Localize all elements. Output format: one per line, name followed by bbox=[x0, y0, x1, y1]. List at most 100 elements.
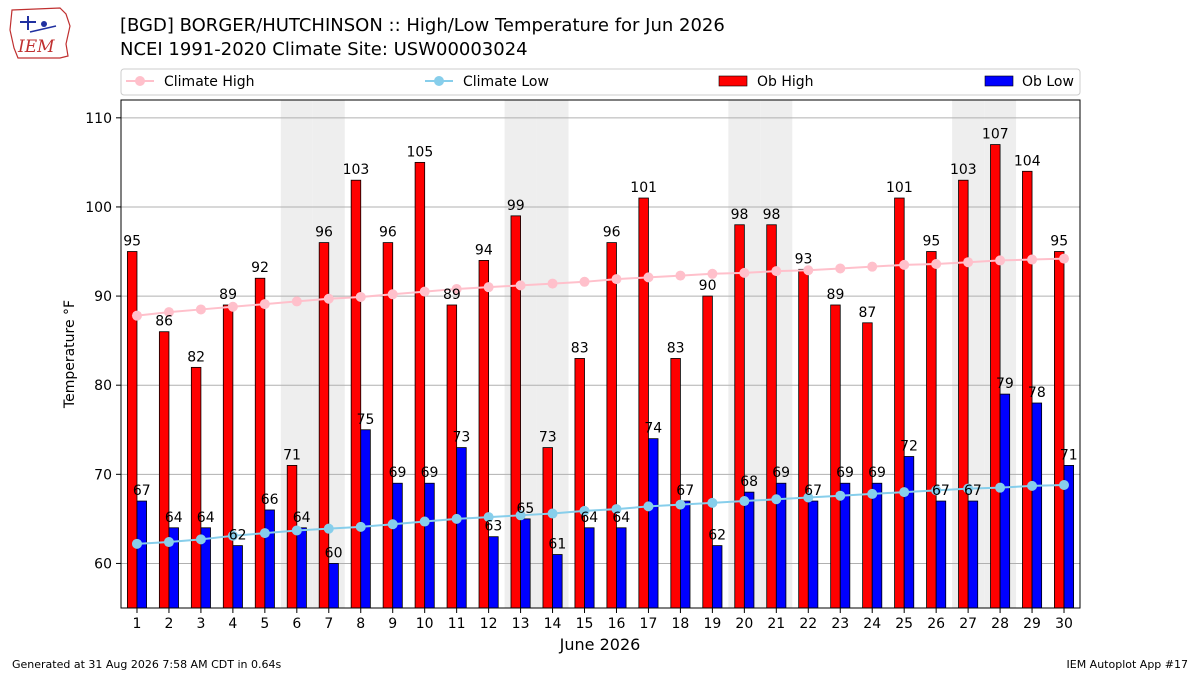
climate-high-point-15 bbox=[579, 276, 590, 287]
ob-low-label-27: 67 bbox=[964, 483, 982, 499]
climate-high-point-9 bbox=[387, 289, 398, 300]
x-tick-label-20: 20 bbox=[735, 616, 753, 632]
ob-high-bar-30 bbox=[1054, 251, 1065, 609]
ob-low-label-11: 73 bbox=[453, 430, 471, 446]
ob-high-bar-17 bbox=[638, 197, 649, 609]
climate-high-point-24 bbox=[867, 261, 878, 272]
ob-high-label-13: 99 bbox=[507, 198, 525, 214]
ob-high-label-23: 89 bbox=[827, 287, 845, 303]
climate-low-point-13 bbox=[515, 510, 526, 521]
ob-high-bar-22 bbox=[798, 268, 809, 609]
climate-high-point-12 bbox=[483, 282, 494, 293]
ob-high-label-11: 89 bbox=[443, 287, 461, 303]
climate-high-point-13 bbox=[515, 280, 526, 291]
climate-low-point-9 bbox=[387, 519, 398, 530]
x-tick-label-28: 28 bbox=[991, 616, 1009, 632]
x-tick-label-13: 13 bbox=[512, 616, 530, 632]
x-tick-label-29: 29 bbox=[1023, 616, 1041, 632]
ob-high-bar-1 bbox=[126, 251, 138, 609]
x-tick-label-8: 8 bbox=[356, 616, 365, 632]
x-tick-label-7: 7 bbox=[324, 616, 333, 632]
ob-low-bar-16 bbox=[616, 527, 627, 609]
climate-high-point-19 bbox=[707, 268, 718, 279]
climate-high-point-6 bbox=[291, 296, 302, 307]
ob-high-label-9: 96 bbox=[379, 225, 397, 241]
y-tick-label-60: 60 bbox=[94, 556, 112, 572]
climate-high-point-3 bbox=[195, 304, 206, 315]
ob-low-bar-11 bbox=[456, 447, 467, 609]
ob-low-label-25: 72 bbox=[900, 438, 918, 454]
climate-low-point-21 bbox=[771, 494, 782, 505]
climate-low-point-17 bbox=[643, 501, 654, 512]
climate-high-point-28 bbox=[995, 255, 1006, 266]
ob-high-label-17: 101 bbox=[630, 180, 657, 196]
climate-low-point-19 bbox=[707, 497, 718, 508]
ob-high-label-29: 104 bbox=[1014, 153, 1041, 169]
ob-low-bar-19 bbox=[711, 545, 723, 609]
y-tick-label-110: 110 bbox=[85, 111, 112, 127]
ob-high-label-28: 107 bbox=[982, 127, 1009, 143]
x-axis-label: June 2026 bbox=[559, 635, 641, 654]
climate-high-point-17 bbox=[643, 272, 654, 283]
climate-low-point-1 bbox=[131, 538, 142, 549]
ob-low-bar-28 bbox=[999, 393, 1011, 609]
ob-high-label-22: 93 bbox=[795, 251, 813, 267]
ob-low-label-20: 68 bbox=[740, 474, 758, 490]
x-tick-label-3: 3 bbox=[196, 616, 205, 632]
plot-area: 6070809010011095678664826489629266716496… bbox=[85, 99, 1081, 632]
ob-high-bar-10 bbox=[414, 161, 426, 609]
ob-low-label-13: 65 bbox=[516, 501, 534, 517]
ob-low-label-29: 78 bbox=[1028, 385, 1046, 401]
ob-high-label-30: 95 bbox=[1050, 234, 1068, 250]
ob-low-bar-29 bbox=[1031, 402, 1043, 609]
climate-high-point-18 bbox=[675, 270, 686, 281]
ob-high-bar-15 bbox=[574, 358, 585, 609]
ob-low-bar-14 bbox=[552, 554, 563, 609]
climate-low-point-15 bbox=[579, 505, 590, 516]
x-tick-label-9: 9 bbox=[388, 616, 397, 632]
climate-high-line bbox=[136, 257, 1065, 317]
climate-high-point-8 bbox=[355, 291, 366, 302]
climate-low-point-20 bbox=[739, 496, 750, 507]
ob-low-label-23: 69 bbox=[836, 465, 854, 481]
ob-low-label-26: 67 bbox=[932, 483, 950, 499]
ob-low-bar-24 bbox=[871, 482, 883, 609]
ob-low-label-24: 69 bbox=[868, 465, 886, 481]
ob-low-bar-7 bbox=[328, 563, 339, 609]
ob-high-label-14: 73 bbox=[539, 430, 557, 446]
ob-high-label-10: 105 bbox=[407, 144, 434, 160]
ob-low-bar-6 bbox=[296, 527, 307, 609]
legend-ob-low: Ob Low bbox=[1022, 74, 1074, 90]
ob-high-bar-5 bbox=[254, 277, 266, 609]
climate-high-point-16 bbox=[611, 274, 622, 285]
y-tick-label-70: 70 bbox=[94, 467, 112, 483]
y-tick-label-100: 100 bbox=[85, 200, 112, 216]
ob-high-bar-11 bbox=[446, 304, 458, 609]
ob-low-bar-8 bbox=[360, 429, 371, 609]
climate-high-point-2 bbox=[163, 307, 174, 318]
ob-low-label-21: 69 bbox=[772, 465, 790, 481]
x-tick-label-18: 18 bbox=[672, 616, 690, 632]
chart-title: [BGD] BORGER/HUTCHINSON :: High/Low Temp… bbox=[120, 15, 725, 36]
ob-high-bar-12 bbox=[478, 260, 490, 609]
climate-high-point-22 bbox=[803, 265, 814, 276]
climate-low-point-26 bbox=[931, 485, 942, 496]
ob-low-label-4: 62 bbox=[229, 528, 247, 544]
ob-high-label-1: 95 bbox=[123, 234, 141, 250]
climate-high-point-4 bbox=[227, 301, 238, 312]
climate-low-point-27 bbox=[963, 483, 974, 494]
climate-low-point-24 bbox=[867, 488, 878, 499]
climate-low-point-14 bbox=[547, 508, 558, 519]
ob-high-bar-27 bbox=[958, 179, 969, 609]
climate-high-point-14 bbox=[547, 278, 558, 289]
ob-low-label-2: 64 bbox=[165, 510, 183, 526]
climate-high-point-30 bbox=[1059, 253, 1070, 264]
x-tick-label-21: 21 bbox=[767, 616, 785, 632]
ob-low-bar-17 bbox=[648, 438, 659, 609]
ob-low-label-16: 64 bbox=[612, 510, 630, 526]
climate-high-point-21 bbox=[771, 266, 782, 277]
x-tick-label-5: 5 bbox=[260, 616, 269, 632]
ob-high-bar-13 bbox=[510, 215, 521, 609]
ob-low-bar-4 bbox=[232, 545, 243, 609]
